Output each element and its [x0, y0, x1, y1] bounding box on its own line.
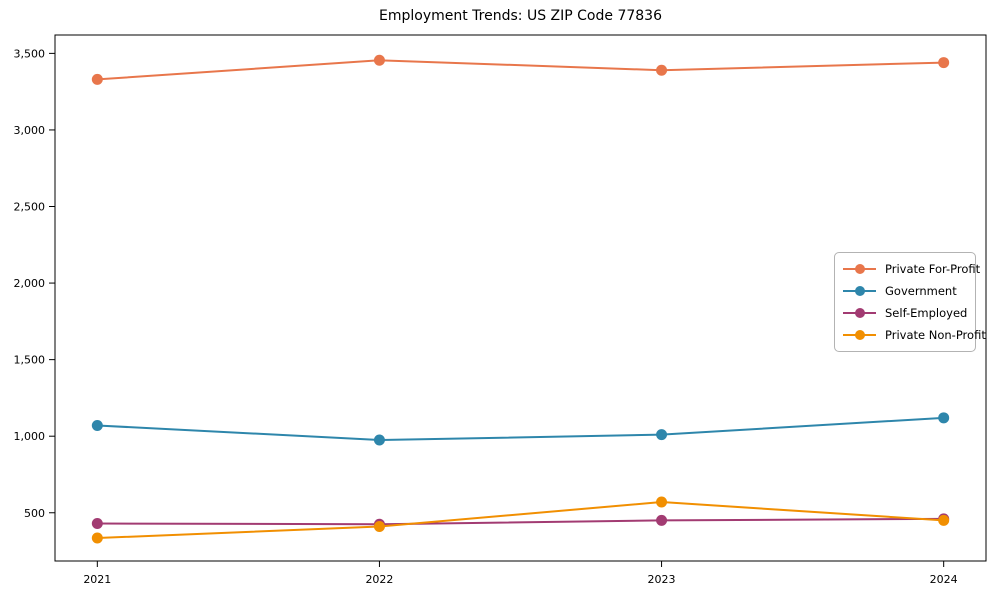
legend: Private For-Profit Government Self-Emplo… — [834, 252, 986, 352]
legend-label: Government — [885, 284, 957, 298]
legend-label: Private For-Profit — [885, 262, 981, 276]
legend-marker-icon — [843, 285, 876, 297]
legend-marker-icon — [843, 263, 876, 275]
legend-marker-icon — [843, 307, 876, 319]
legend-item-government: Government — [843, 284, 967, 298]
data-point — [656, 496, 668, 508]
series-line — [97, 59, 944, 81]
chart-title: Employment Trends: US ZIP Code 77836 — [379, 8, 662, 24]
data-point — [656, 64, 668, 76]
data-point — [373, 434, 385, 446]
legend-marker-icon — [843, 329, 876, 341]
data-point — [938, 57, 950, 69]
legend-item-private-for-profit: Private For-Profit — [843, 262, 980, 276]
data-point — [938, 514, 950, 526]
data-point — [91, 419, 103, 431]
y-tick-label: 2,000 — [14, 277, 46, 290]
legend-item-private-non-profit: Private Non-Profit — [843, 328, 986, 342]
x-tick-label: 2022 — [365, 573, 393, 586]
data-point — [373, 54, 385, 66]
data-point — [91, 73, 103, 85]
series-line — [97, 416, 944, 442]
x-tick-label: 2024 — [930, 573, 958, 586]
legend-label: Self-Employed — [885, 306, 968, 320]
data-point — [91, 517, 103, 529]
y-tick-label: 1,000 — [14, 430, 46, 443]
legend-item-self-employed: Self-Employed — [843, 306, 967, 320]
data-point — [91, 532, 103, 544]
y-tick-label: 2,500 — [14, 201, 46, 214]
y-tick-label: 3,500 — [14, 47, 46, 60]
series-line — [97, 501, 944, 540]
y-tick-label: 1,500 — [14, 354, 46, 367]
data-point — [656, 429, 668, 441]
series-line — [97, 517, 944, 526]
y-tick-label: 3,000 — [14, 124, 46, 137]
x-tick-label: 2023 — [648, 573, 676, 586]
data-point — [656, 514, 668, 526]
data-point — [938, 412, 950, 424]
x-tick-label: 2021 — [83, 573, 111, 586]
data-point — [373, 521, 385, 533]
legend-label: Private Non-Profit — [885, 328, 986, 342]
y-tick-label: 500 — [24, 507, 45, 520]
